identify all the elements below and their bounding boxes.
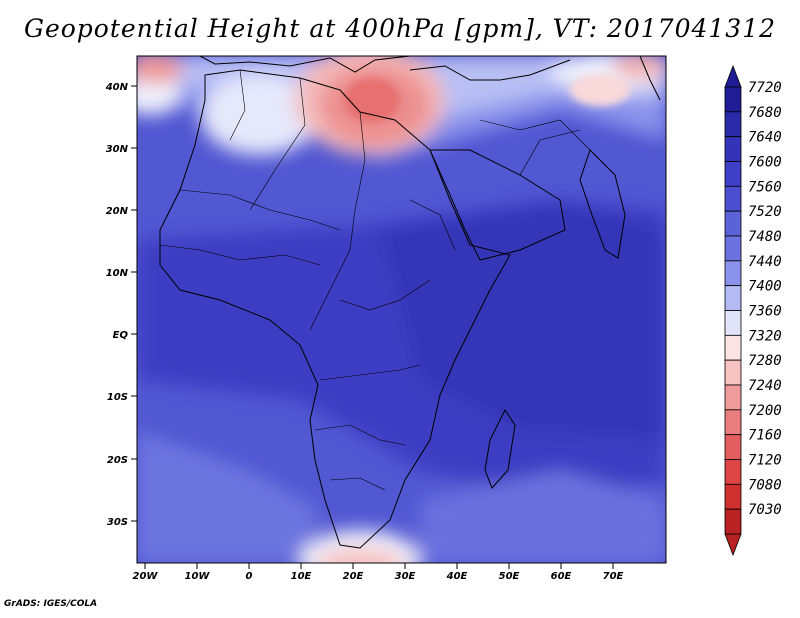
lat-label: 30N [106,144,129,155]
colorbar-box [724,434,742,460]
map-title: Geopotential Height at 400hPa [gpm], VT:… [23,14,777,43]
colorbar-label: 7200 [748,403,782,419]
colorbar-box [724,334,742,361]
colorbar-label: 7480 [748,229,782,245]
height-field [137,56,666,563]
lon-label: 10E [291,571,312,582]
colorbar-box [724,310,742,336]
lon-label: 60E [551,571,572,582]
colorbar-box [724,483,742,510]
colorbar-box [724,235,742,262]
coastlines [159,56,661,549]
country-borders [159,69,591,491]
colorbar-box [724,260,742,287]
lat-label: 10N [106,268,129,279]
colorbar-box [724,384,742,411]
colorbar-label: 7520 [748,204,782,220]
lat-label: EQ [113,330,129,341]
colorbar-label: 7600 [748,155,782,171]
lat-axis: 40N 30N 20N 10N EQ 10S 20S 30S [105,82,137,528]
colorbar-label: 7680 [748,105,782,121]
lon-label: 10W [185,571,211,582]
colorbar-box [724,210,742,237]
lon-axis: 20W 10W 0 10E 20E 30E 40E 50E 60E 70E [133,563,624,582]
colorbar-bottom-arrow [724,533,742,557]
colorbar-box [724,508,742,535]
colorbar-box [724,459,742,485]
colorbar-box [724,185,742,212]
colorbar-label: 7720 [748,80,782,96]
lat-label: 40N [105,82,129,93]
lon-label: 30E [395,571,416,582]
colorbar-label: 7030 [748,502,782,518]
colorbar-label: 7400 [748,279,782,295]
lon-label: 20E [343,571,364,582]
grads-credit: GrADS: IGES/COLA [4,599,98,609]
colorbar-box [724,409,742,436]
colorbar-box [724,285,742,311]
lat-label: 20N [106,206,129,217]
colorbar-box [724,136,742,162]
colorbar-label: 7240 [748,378,782,394]
lat-label: 20S [107,455,128,466]
lon-label: 40E [446,571,468,582]
colorbar-label: 7320 [748,328,782,344]
lon-label: 50E [499,571,520,582]
colorbar-label: 7120 [748,453,782,469]
lon-label: 20W [133,571,159,582]
colorbar-label: 7080 [748,477,782,493]
colorbar-box [724,86,742,113]
lon-label: 70E [603,571,624,582]
colorbar-label: 7280 [748,353,782,369]
colorbar-label: 7640 [748,130,782,146]
colorbar-box [724,359,742,386]
lat-label: 30S [107,517,128,528]
colorbar-label: 7160 [748,428,782,444]
colorbar-top-arrow [724,64,742,88]
lon-label: 0 [246,571,253,582]
plot-frame [136,55,667,564]
lat-label: 10S [107,392,128,403]
colorbar-box [724,111,742,138]
colorbar-label: 7440 [748,254,782,270]
colorbar: 7720 7680 7640 7600 7560 7520 7480 7440 7400 7360… [724,64,782,557]
colorbar-label: 7360 [748,304,782,320]
colorbar-box [724,161,742,187]
colorbar-label: 7560 [748,179,782,195]
